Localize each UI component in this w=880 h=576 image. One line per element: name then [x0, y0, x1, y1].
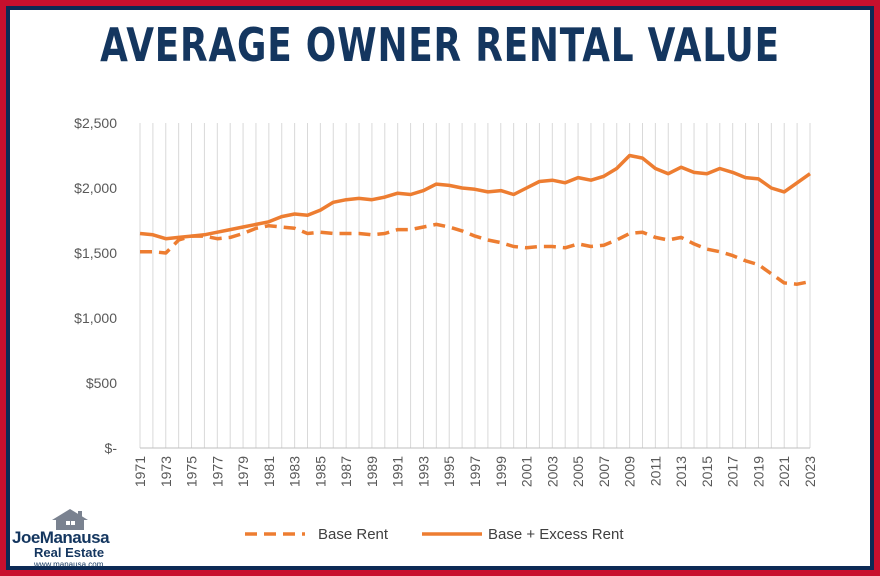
y-tick-label: $2,500 [74, 115, 117, 131]
x-tick-label: 2005 [570, 456, 586, 487]
logo-url: www.manausa.com [34, 560, 104, 569]
y-axis: $- $500 $1,000 $1,500 $2,000 $2,500 [74, 115, 117, 456]
x-tick-label: 1987 [338, 456, 354, 487]
series-line-base-excess-rent [139, 153, 812, 241]
legend: Base Rent Base + Excess Rent [245, 526, 624, 543]
x-tick-label: 2013 [673, 456, 689, 487]
x-tick-label: 1981 [261, 456, 277, 487]
x-tick-label: 1985 [312, 456, 328, 487]
x-axis: 1971 1973 1975 1977 1979 1981 1983 1985 1987 1989… [132, 456, 818, 487]
x-tick-label: 1983 [287, 456, 303, 487]
y-tick-label: $- [105, 440, 118, 456]
x-tick-label: 2011 [647, 456, 663, 486]
series-lines [139, 153, 812, 286]
series-line-base-rent [140, 222, 811, 286]
x-tick-label: 2001 [519, 456, 535, 487]
x-tick-label: 2009 [622, 456, 638, 487]
x-tick-label: 1999 [493, 456, 509, 487]
y-tick-label: $1,000 [74, 310, 117, 326]
chart-title: AVERAGE OWNER RENTAL VALUE [100, 18, 780, 72]
x-tick-label: 1977 [209, 456, 225, 487]
house-icon [52, 509, 88, 530]
x-tick-label: 1973 [158, 456, 174, 487]
y-tick-label: $500 [86, 375, 117, 391]
x-tick-label: 2019 [750, 456, 766, 487]
logo-name: JoeManausa [12, 528, 110, 547]
y-tick-label: $2,000 [74, 180, 117, 196]
logo: JoeManausa Real Estate www.manausa.com [12, 508, 132, 569]
x-tick-label: 2003 [544, 456, 560, 487]
y-tick-label: $1,500 [74, 245, 117, 261]
x-tick-label: 2017 [725, 456, 741, 487]
grid [139, 123, 811, 449]
x-tick-label: 1975 [184, 456, 200, 487]
legend-label: Base Rent [318, 526, 389, 543]
x-tick-label: 1971 [132, 456, 148, 487]
x-tick-label: 2007 [596, 456, 612, 487]
x-tick-label: 1979 [235, 456, 251, 487]
x-tick-label: 1989 [364, 456, 380, 487]
x-tick-label: 2023 [802, 456, 818, 487]
x-tick-label: 2015 [699, 456, 715, 487]
x-tick-label: 2021 [776, 456, 792, 487]
x-tick-label: 1991 [390, 456, 406, 487]
x-tick-label: 1993 [415, 456, 431, 487]
x-tick-label: 1997 [467, 456, 483, 487]
legend-label: Base + Excess Rent [488, 526, 624, 543]
logo-subtitle: Real Estate [34, 545, 105, 560]
x-tick-label: 1995 [441, 456, 457, 487]
